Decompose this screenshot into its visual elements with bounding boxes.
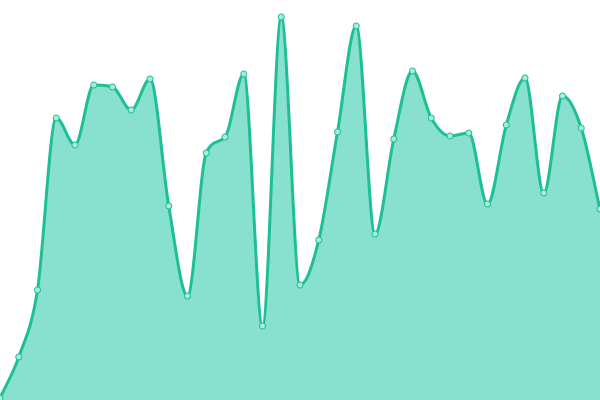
data-point-6 bbox=[109, 83, 116, 91]
data-point-1 bbox=[15, 353, 23, 361]
data-point-5 bbox=[90, 81, 98, 89]
data-point-22 bbox=[409, 67, 416, 75]
data-point-20 bbox=[371, 230, 379, 238]
data-point-28 bbox=[521, 74, 529, 82]
data-point-10 bbox=[184, 292, 191, 300]
data-point-3 bbox=[52, 114, 60, 122]
data-point-32 bbox=[596, 205, 600, 213]
data-markers bbox=[0, 13, 600, 400]
data-point-13 bbox=[240, 70, 248, 78]
data-point-9 bbox=[165, 202, 173, 210]
data-point-17 bbox=[315, 236, 323, 244]
data-point-30 bbox=[559, 92, 566, 100]
data-point-31 bbox=[577, 124, 585, 132]
data-point-26 bbox=[484, 200, 491, 208]
data-point-4 bbox=[71, 141, 79, 149]
data-point-27 bbox=[502, 121, 510, 129]
data-point-29 bbox=[540, 189, 548, 197]
data-point-7 bbox=[127, 106, 135, 114]
data-point-21 bbox=[390, 135, 398, 143]
data-point-0 bbox=[0, 394, 4, 400]
data-point-12 bbox=[221, 133, 229, 141]
data-point-8 bbox=[146, 75, 154, 83]
data-point-18 bbox=[334, 128, 341, 136]
data-point-23 bbox=[427, 114, 435, 122]
data-point-24 bbox=[446, 132, 454, 140]
data-point-16 bbox=[296, 281, 304, 289]
data-point-11 bbox=[202, 149, 210, 157]
data-point-19 bbox=[352, 22, 360, 30]
data-point-2 bbox=[34, 286, 41, 294]
data-point-14 bbox=[259, 322, 266, 330]
data-point-15 bbox=[277, 13, 285, 21]
data-point-25 bbox=[465, 129, 473, 137]
area-fill bbox=[0, 17, 600, 400]
